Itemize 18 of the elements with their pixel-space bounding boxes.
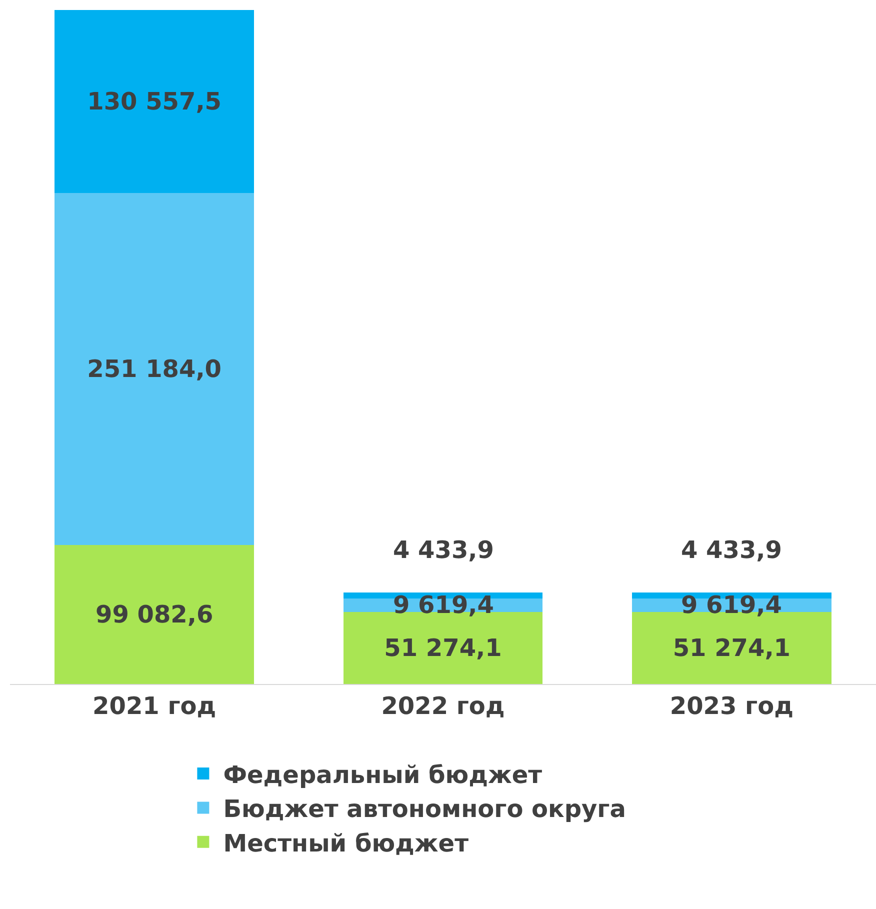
data-label: 51 274,1 bbox=[672, 634, 791, 662]
legend-label: Федеральный бюджет bbox=[223, 760, 542, 789]
bar bbox=[54, 10, 254, 194]
data-label: 130 557,5 bbox=[87, 88, 222, 116]
bar bbox=[54, 193, 254, 546]
legend-label: Бюджет автономного округа bbox=[223, 795, 626, 824]
data-label: 4 433,9 bbox=[681, 536, 782, 564]
data-label: 51 274,1 bbox=[384, 634, 502, 662]
x-tick-label: 2021 год bbox=[92, 692, 216, 720]
data-label: 4 433,9 bbox=[393, 536, 494, 564]
legend-label: Местный бюджет bbox=[223, 829, 469, 858]
bar bbox=[54, 545, 254, 684]
data-label: 99 082,6 bbox=[95, 600, 214, 629]
data-label: 251 184,0 bbox=[87, 355, 222, 384]
x-tick-label: 2023 год bbox=[670, 692, 794, 720]
x-tick-label: 2022 год bbox=[381, 692, 505, 720]
data-label: 9 619,4 bbox=[681, 591, 782, 619]
data-label: 9 619,4 bbox=[393, 591, 494, 619]
